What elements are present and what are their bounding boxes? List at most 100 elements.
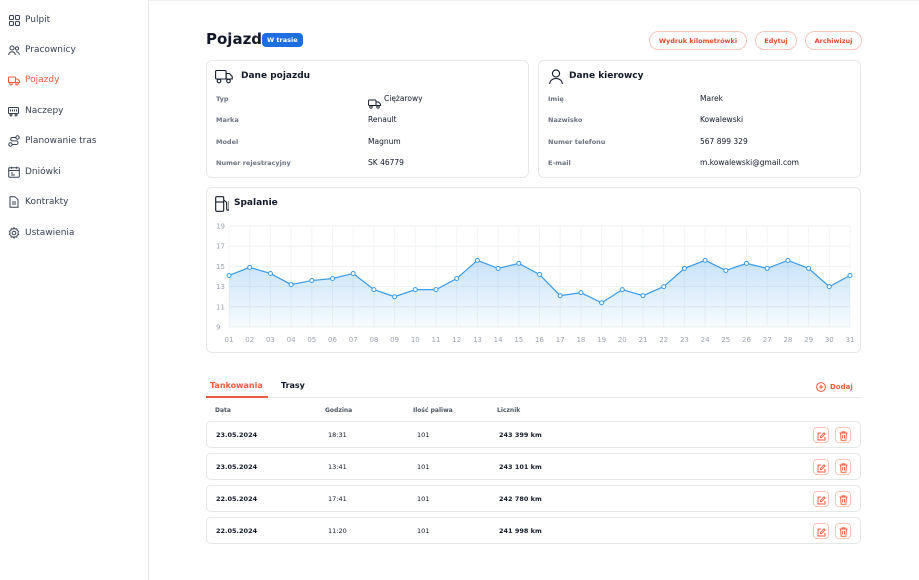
data-point	[847, 272, 853, 278]
column-header-odometer: Licznik	[497, 407, 521, 414]
edit-icon	[817, 490, 826, 509]
cell-time: 13:41	[328, 463, 347, 471]
cell-date: 22.05.2024	[216, 495, 258, 503]
data-point	[330, 276, 335, 282]
data-point	[702, 257, 708, 263]
data-point	[267, 270, 273, 276]
sidebar-item-label: Naczepy	[25, 106, 64, 116]
sidebar-item-kontrakty[interactable]: Kontrakty	[8, 194, 68, 210]
data-point	[599, 300, 605, 306]
x-tick-label: 15	[514, 336, 523, 344]
x-tick-label: 02	[245, 336, 254, 344]
data-point	[619, 287, 625, 293]
x-tick-label: 01	[225, 336, 234, 344]
field-value: Renault	[368, 115, 397, 124]
trash-icon	[839, 458, 848, 477]
data-point	[247, 264, 253, 270]
data-point	[640, 293, 646, 299]
cell-date: 23.05.2024	[216, 463, 258, 471]
x-tick-label: 12	[452, 336, 461, 344]
data-point	[371, 287, 377, 293]
y-tick-label: 19	[216, 223, 225, 231]
cell-fuel: 101	[417, 495, 430, 503]
y-tick-label: 13	[216, 283, 225, 291]
sidebar-item-ustawienia[interactable]: Ustawienia	[8, 225, 74, 241]
print-mileage-button[interactable]: Wydruk kilometrówki	[649, 31, 747, 50]
x-tick-label: 16	[535, 336, 544, 344]
sidebar-item-pojazdy[interactable]: Pojazdy	[8, 72, 59, 88]
field-label: Imię	[548, 95, 564, 103]
main-content: Pojazd W trasie Wydruk kilometrówki Edyt…	[149, 0, 919, 580]
edit-row-button[interactable]	[813, 491, 829, 507]
x-tick-label: 29	[804, 336, 813, 344]
data-point	[661, 284, 667, 290]
data-point	[474, 257, 480, 263]
delete-row-button[interactable]	[835, 523, 851, 539]
data-point	[350, 270, 356, 276]
users-icon	[8, 44, 20, 56]
column-header-time: Godzina	[325, 407, 353, 414]
edit-button[interactable]: Edytuj	[755, 31, 797, 50]
trash-icon	[839, 522, 848, 541]
cell-date: 22.05.2024	[216, 527, 258, 535]
x-tick-label: 17	[556, 336, 565, 344]
edit-row-button[interactable]	[813, 523, 829, 539]
data-point	[723, 267, 729, 273]
truck-icon	[215, 69, 233, 88]
field-label: E-mail	[548, 159, 571, 167]
data-point	[764, 265, 770, 271]
edit-icon	[817, 426, 826, 445]
sidebar-item-naczepy[interactable]: Naczepy	[8, 103, 64, 119]
sidebar-item-dniowki[interactable]: Dniówki	[8, 164, 61, 180]
edit-row-button[interactable]	[813, 427, 829, 443]
x-tick-label: 24	[701, 336, 710, 344]
table-row: 22.05.2024 17:41 101 242 780 km	[206, 485, 861, 512]
tabs-divider	[206, 397, 861, 398]
x-tick-label: 21	[639, 336, 648, 344]
tab-tankowania[interactable]: Tankowania	[210, 381, 263, 390]
sidebar-item-label: Pojazdy	[25, 75, 60, 85]
x-tick-label: 19	[597, 336, 606, 344]
delete-row-button[interactable]	[835, 427, 851, 443]
field-label: Marka	[216, 116, 239, 124]
field-label: Numer rejestracyjny	[216, 159, 291, 167]
x-tick-label: 03	[266, 336, 275, 344]
y-tick-label: 9	[216, 324, 220, 332]
plus-circle-icon	[816, 382, 826, 392]
table-row: 23.05.2024 18:31 101 243 399 km	[206, 421, 861, 448]
column-header-date: Data	[215, 407, 231, 414]
sidebar-item-pulpit[interactable]: Pulpit	[8, 12, 50, 28]
cell-odometer: 242 780 km	[499, 495, 542, 503]
add-button[interactable]: Dodaj	[816, 382, 853, 392]
sidebar-item-label: Pracownicy	[25, 45, 76, 55]
add-label: Dodaj	[830, 383, 853, 391]
edit-row-button[interactable]	[813, 459, 829, 475]
x-tick-label: 08	[369, 336, 378, 344]
field-value: Kowalewski	[700, 115, 744, 124]
sidebar-item-label: Dniówki	[25, 167, 61, 177]
tab-trasy[interactable]: Trasy	[281, 381, 305, 390]
delete-row-button[interactable]	[835, 491, 851, 507]
sidebar-item-pracownicy[interactable]: Pracownicy	[8, 42, 76, 58]
data-point	[309, 278, 315, 284]
trailer-icon	[8, 105, 20, 117]
y-tick-label: 17	[216, 243, 225, 251]
sidebar-item-label: Planowanie tras	[25, 136, 97, 146]
sidebar-item-planowanie-tras[interactable]: Planowanie tras	[8, 133, 97, 149]
delete-row-button[interactable]	[835, 459, 851, 475]
field-value: 567 899 329	[700, 137, 748, 146]
data-point	[537, 271, 542, 277]
field-value: Ciężarowy	[384, 94, 423, 103]
consumption-card-title: Spalanie	[234, 198, 278, 208]
archive-button[interactable]: Archiwizuj	[805, 31, 862, 50]
x-tick-label: 23	[680, 336, 689, 344]
data-point	[785, 257, 791, 263]
page-title: Pojazd	[206, 30, 263, 48]
field-label: Nazwisko	[548, 116, 583, 124]
top-divider	[149, 0, 919, 1]
x-tick-label: 04	[287, 336, 296, 344]
column-header-fuel: Ilość paliwa	[413, 407, 453, 414]
consumption-card: Spalanie 19 17 15 13 11 9 01 02 03 04 05 06 07 08 09 10…	[206, 187, 861, 353]
x-tick-label: 13	[473, 336, 482, 344]
x-tick-label: 30	[825, 336, 834, 344]
